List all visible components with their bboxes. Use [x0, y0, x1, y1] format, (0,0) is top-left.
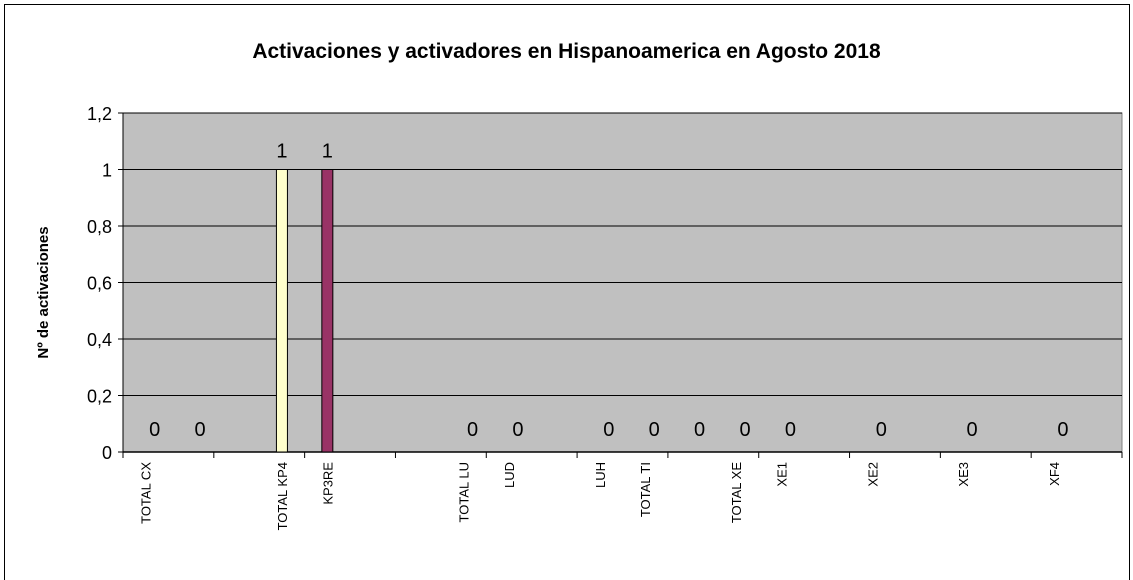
y-axis-title: Nº de activaciones	[35, 226, 52, 358]
x-tick-marks	[122, 452, 1123, 458]
y-tick-label: 1	[102, 161, 112, 181]
zero-value-label: 0	[1057, 419, 1068, 441]
category-label: XE2	[865, 462, 880, 487]
category-label: TOTAL XE	[729, 462, 744, 523]
zero-value-label: 0	[967, 419, 978, 441]
bar	[321, 169, 334, 453]
chart-title: Activaciones y activadores en Hispanoame…	[252, 40, 881, 63]
zero-value-label: 0	[694, 419, 705, 441]
y-tick-label: 0,2	[87, 387, 112, 407]
category-label: TOTAL CX	[139, 462, 154, 524]
y-tick-labels: 0 0,2 0,4 0,6 0,8 1 1,2	[87, 104, 123, 463]
category-label: LUD	[502, 462, 517, 488]
category-labels: TOTAL CX TOTAL KP4 KP3RE TOTAL LU LUD LUH TOTA…	[139, 462, 1062, 531]
bars	[275, 169, 334, 453]
category-label: XE3	[956, 462, 971, 487]
bar	[275, 169, 288, 453]
zero-value-label: 0	[739, 419, 750, 441]
y-tick-label: 0,6	[87, 274, 112, 294]
y-tick-label: 1,2	[87, 104, 112, 124]
category-label: LUH	[593, 462, 608, 488]
bar-value-label: 1	[322, 141, 333, 163]
grid-lines	[122, 112, 1122, 453]
zero-value-label: 0	[603, 419, 614, 441]
category-label: XE1	[774, 462, 789, 487]
zero-value-label: 0	[876, 419, 887, 441]
category-label: XF4	[1047, 462, 1062, 486]
category-label: TOTAL LU	[457, 462, 472, 522]
category-label: TOTAL KP4	[275, 462, 290, 530]
zero-value-label: 0	[467, 419, 478, 441]
zero-value-label: 0	[512, 419, 523, 441]
category-label: TOTAL TI	[638, 462, 653, 517]
zero-value-label: 0	[649, 419, 660, 441]
category-label: KP3RE	[320, 462, 335, 505]
zero-value-label: 0	[785, 419, 796, 441]
bar-value-label: 1	[276, 141, 287, 163]
y-tick-label: 0	[102, 443, 112, 463]
y-tick-label: 0,8	[87, 217, 112, 237]
data-labels: 1 1 0 0 0 0 0 0 0 0 0 0 0 0	[149, 141, 1068, 442]
y-tick-label: 0,4	[87, 330, 112, 350]
zero-value-label: 0	[195, 419, 206, 441]
zero-value-label: 0	[149, 419, 160, 441]
